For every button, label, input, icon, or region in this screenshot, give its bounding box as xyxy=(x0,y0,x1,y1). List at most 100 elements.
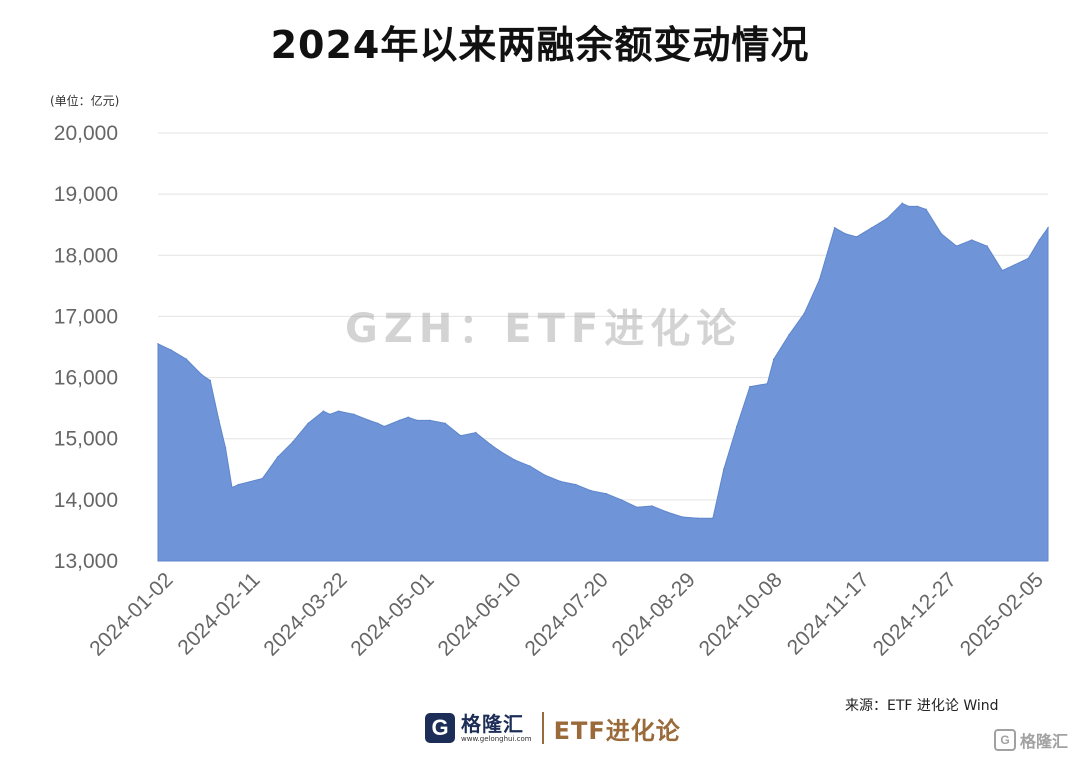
data-point xyxy=(635,506,638,509)
data-point xyxy=(818,278,821,281)
data-point xyxy=(544,474,547,477)
y-tick-label: 13,000 xyxy=(54,550,118,573)
data-point xyxy=(833,227,836,229)
data-point xyxy=(605,492,608,495)
data-point xyxy=(231,486,233,489)
brand-divider xyxy=(541,712,544,744)
data-point xyxy=(955,245,958,247)
data-point xyxy=(329,413,331,416)
data-point xyxy=(224,447,227,449)
x-tick-label: 2024-05-01 xyxy=(346,568,438,660)
x-tick-label: 2024-12-27 xyxy=(869,568,961,660)
data-point xyxy=(651,505,653,507)
data-point xyxy=(681,516,684,518)
data-point xyxy=(209,379,211,382)
y-tick-label: 14,000 xyxy=(54,489,118,512)
data-point xyxy=(916,205,919,208)
unit-label: (单位：亿元) xyxy=(50,94,120,108)
x-tick-label: 2024-06-10 xyxy=(433,568,525,660)
brand-name: 格隆汇 xyxy=(461,711,524,736)
corner-watermark-text: 格隆汇 xyxy=(1019,732,1068,751)
data-point xyxy=(925,208,927,211)
data-point xyxy=(971,239,973,241)
brand-text: 格隆汇 www.gelonghui.com xyxy=(461,714,532,743)
data-point xyxy=(377,422,379,425)
data-point xyxy=(529,465,531,468)
data-point xyxy=(444,422,447,425)
source-note: 来源：ETF 进化论 Wind xyxy=(845,698,999,714)
y-tick-label: 19,000 xyxy=(54,183,118,206)
brand-url: www.gelonghui.com xyxy=(461,734,532,743)
x-tick-label: 2024-07-20 xyxy=(521,568,613,660)
y-tick-label: 18,000 xyxy=(54,244,118,267)
x-tick-label: 2024-08-29 xyxy=(608,568,700,660)
data-point xyxy=(723,468,725,471)
data-point xyxy=(337,410,340,413)
data-point xyxy=(170,349,172,351)
y-tick-label: 15,000 xyxy=(54,428,118,451)
data-point xyxy=(620,499,623,501)
data-point xyxy=(712,517,714,519)
data-point xyxy=(803,312,806,315)
data-point xyxy=(490,444,492,446)
data-point xyxy=(907,205,910,208)
data-point xyxy=(368,419,370,422)
data-point xyxy=(696,517,699,519)
data-point xyxy=(383,425,386,428)
data-point xyxy=(788,334,790,336)
data-point xyxy=(901,202,903,205)
data-point xyxy=(407,416,410,419)
data-point xyxy=(575,483,577,486)
data-point xyxy=(749,385,751,388)
data-point xyxy=(736,425,738,428)
data-point xyxy=(986,245,988,247)
data-point xyxy=(416,419,418,422)
data-point xyxy=(514,459,516,461)
data-point xyxy=(353,413,355,416)
data-point xyxy=(292,441,294,443)
data-point xyxy=(474,431,477,434)
data-point xyxy=(886,217,888,220)
data-point xyxy=(844,233,847,235)
data-point xyxy=(307,422,309,425)
y-tick-label: 16,000 xyxy=(54,367,118,390)
data-point xyxy=(766,382,769,385)
x-tick-label: 2024-01-02 xyxy=(85,568,177,660)
data-point xyxy=(870,227,873,229)
data-point xyxy=(1001,269,1004,272)
data-point xyxy=(1027,257,1030,260)
data-point xyxy=(185,358,188,361)
corner-watermark: G 格隆汇 xyxy=(993,728,1068,752)
data-point xyxy=(590,489,592,492)
data-point xyxy=(1047,227,1049,229)
data-point xyxy=(218,419,220,422)
data-point xyxy=(398,419,401,422)
footer-brand: G 格隆汇 www.gelonghui.com ETF进化论 xyxy=(425,708,681,748)
chart-title: 2024年以来两融余额变动情况 xyxy=(270,23,810,67)
x-tick-label: 2024-02-11 xyxy=(173,568,264,659)
data-point xyxy=(855,236,858,238)
data-point xyxy=(940,233,943,235)
data-point xyxy=(559,480,562,483)
area-series xyxy=(157,202,1049,562)
data-point xyxy=(157,343,159,345)
data-point xyxy=(276,456,279,458)
gelonghui-logo-icon: G xyxy=(425,713,455,743)
data-point xyxy=(459,434,462,437)
data-point xyxy=(498,450,501,452)
data-point xyxy=(429,419,431,422)
watermark-text: GZH：ETF进化论 xyxy=(345,306,743,352)
x-tick-label: 2025-02-05 xyxy=(956,568,1048,660)
data-point xyxy=(322,410,325,413)
data-point xyxy=(1038,239,1041,241)
etf-brand: ETF进化论 xyxy=(553,716,681,745)
corner-logo-icon: G xyxy=(993,729,1016,751)
y-tick-label: 20,000 xyxy=(54,122,118,145)
data-point xyxy=(773,358,775,361)
x-tick-label: 2024-03-22 xyxy=(259,568,351,660)
data-point xyxy=(666,511,668,513)
data-point xyxy=(261,477,264,480)
x-tick-label: 2024-10-08 xyxy=(695,568,787,660)
data-point xyxy=(200,373,203,376)
